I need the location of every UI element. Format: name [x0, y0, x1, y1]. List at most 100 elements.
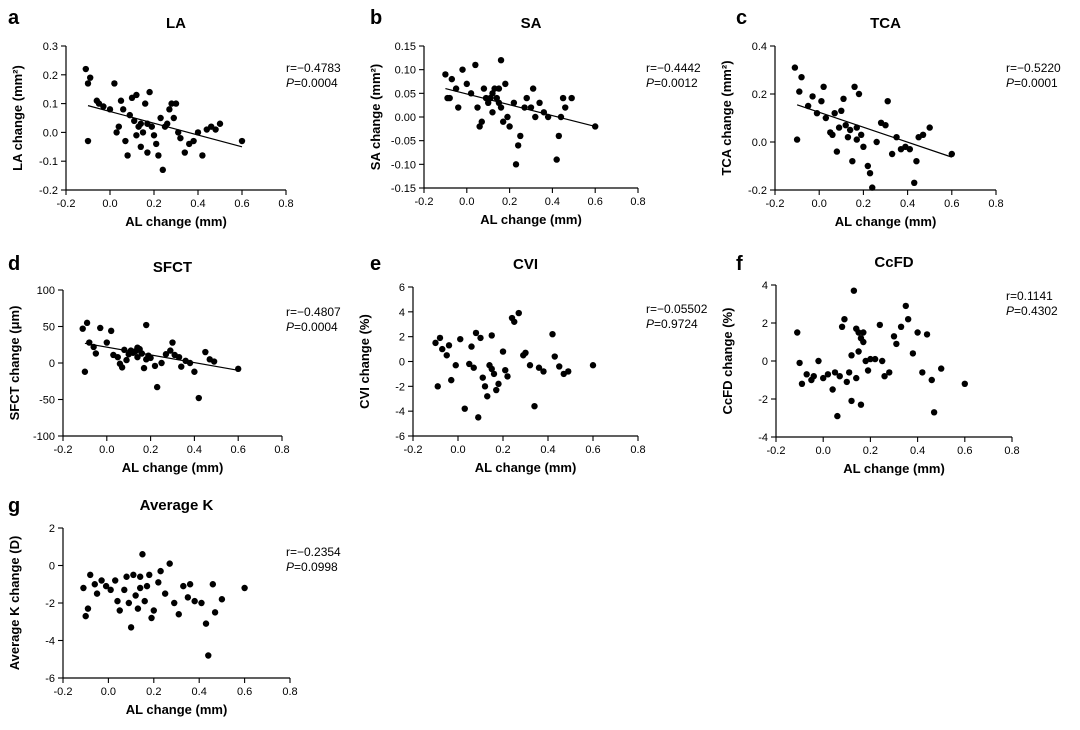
data-point: [93, 590, 101, 597]
data-point: [157, 567, 164, 575]
data-point: [893, 134, 900, 141]
x-tick-label: 0.2: [495, 444, 510, 456]
data-point: [478, 118, 485, 125]
data-point: [834, 412, 841, 420]
data-point: [120, 106, 127, 113]
x-axis-label: AL change (mm): [475, 460, 577, 475]
data-point: [91, 581, 98, 588]
data-point: [432, 339, 439, 347]
data-point: [131, 117, 138, 125]
data-point: [170, 114, 177, 122]
data-point: [515, 309, 522, 317]
data-point: [123, 356, 130, 364]
data-point: [860, 329, 867, 336]
data-point: [923, 331, 931, 338]
data-point: [490, 370, 498, 378]
data-point: [495, 380, 502, 388]
data-point: [493, 386, 500, 394]
data-point: [107, 327, 115, 335]
data-point: [514, 142, 522, 149]
data-point: [853, 136, 860, 143]
y-tick-label: 0: [49, 358, 55, 370]
y-tick-label: 50: [43, 322, 55, 334]
x-tick-label: 0.2: [143, 444, 158, 456]
data-point: [141, 597, 148, 605]
data-point: [81, 368, 89, 375]
panel-letter: e: [370, 253, 381, 275]
data-point: [186, 581, 194, 588]
p-number: =0.9724: [654, 317, 698, 331]
data-point: [151, 362, 159, 370]
data-point: [511, 318, 518, 325]
data-point: [448, 75, 456, 83]
data-point: [82, 65, 90, 73]
data-point: [829, 386, 836, 393]
y-tick-label: 0.15: [395, 41, 416, 53]
data-point: [559, 94, 567, 102]
p-label: P: [286, 560, 294, 574]
data-point: [142, 100, 149, 107]
data-point: [961, 380, 968, 387]
r-value: r=0.1141: [1006, 289, 1053, 303]
data-point: [136, 573, 144, 580]
data-point: [876, 321, 884, 329]
data-point: [553, 156, 560, 163]
data-point: [502, 80, 509, 88]
data-point: [568, 94, 575, 102]
data-point: [855, 329, 862, 336]
data-point: [107, 586, 114, 594]
data-point: [439, 345, 446, 353]
y-tick-label: -6: [45, 673, 55, 685]
data-point: [867, 355, 874, 363]
data-point: [793, 136, 801, 143]
data-point: [103, 339, 111, 346]
data-point: [866, 170, 874, 177]
data-point: [448, 376, 455, 384]
data-point: [848, 397, 855, 405]
data-point: [459, 66, 466, 73]
x-tick-label: 0.4: [187, 444, 202, 456]
data-point: [844, 134, 852, 141]
data-point: [850, 287, 858, 294]
data-point: [190, 137, 197, 145]
data-point: [127, 624, 135, 631]
data-point: [82, 612, 89, 620]
data-point: [137, 120, 144, 127]
data-point: [123, 573, 130, 580]
panel-b: b SA -0.2 0.0 0.2 0.4 0.6 0.8 -0.15 -0.10 -0.05 0.0…: [368, 7, 701, 227]
chart-title: TCA: [870, 15, 901, 32]
p-label: P: [646, 76, 654, 90]
y-tick-label: 0.4: [752, 41, 767, 53]
x-tick-label: 0.6: [588, 196, 603, 208]
x-tick-label: -0.2: [767, 445, 786, 457]
data-point: [209, 581, 217, 588]
data-point: [132, 592, 139, 599]
data-point: [235, 365, 242, 373]
data-point: [809, 93, 816, 100]
data-point: [159, 166, 166, 174]
data-point: [126, 111, 133, 119]
y-tick-label: 0.0: [43, 127, 58, 139]
data-point: [181, 149, 188, 156]
y-tick-label: -4: [758, 432, 768, 444]
data-point: [169, 339, 176, 346]
data-point: [489, 109, 496, 116]
data-point: [162, 351, 170, 358]
data-point: [888, 150, 896, 158]
data-point: [121, 586, 128, 594]
panel-g: g Average K -0.2 0.0 0.2 0.4 0.6 0.8 -6 -4 -2 0 2 AL …: [7, 495, 341, 717]
data-point: [851, 83, 858, 91]
data-point: [562, 104, 569, 111]
data-point: [436, 334, 444, 342]
x-tick-label: 0.6: [234, 198, 249, 210]
data-point: [499, 118, 507, 125]
data-point: [157, 114, 164, 122]
data-point: [125, 599, 133, 607]
data-point: [442, 71, 449, 78]
data-point: [535, 364, 543, 371]
data-point: [216, 120, 224, 127]
y-tick-label: 0: [762, 356, 768, 368]
p-value: P=0.0001: [1006, 76, 1058, 90]
x-axis-label: AL change (mm): [843, 461, 945, 476]
